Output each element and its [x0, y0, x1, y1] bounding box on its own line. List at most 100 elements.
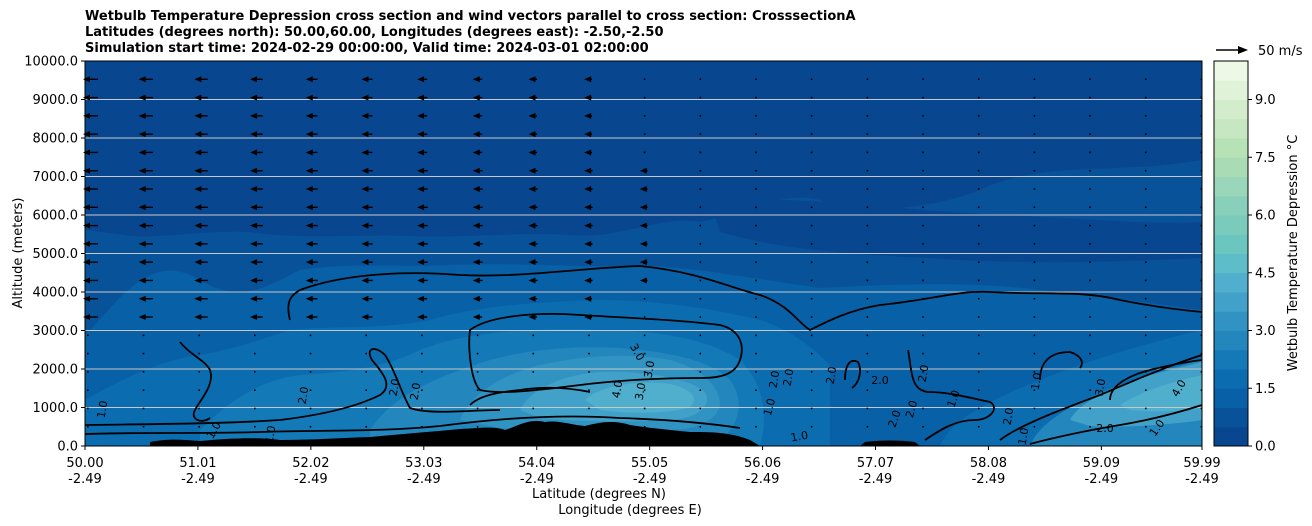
wind-vector-head: [194, 94, 202, 101]
wind-vector-head: [584, 76, 592, 83]
wind-vector-calm: [532, 425, 535, 428]
x-tick-label-lat: 52.02: [292, 456, 329, 471]
wind-vector-calm: [588, 389, 590, 391]
colorbar-tick-label: 6.0: [1255, 209, 1276, 224]
contour-lines: [85, 265, 1202, 445]
contour-label: 1.0: [945, 388, 963, 409]
wind-vector-calm: [755, 243, 757, 245]
wind-vector-calm: [1089, 133, 1091, 135]
wind-vector-head: [639, 204, 647, 211]
wind-vector-calm: [1144, 115, 1147, 117]
wind-vector-head: [250, 222, 258, 229]
contour-label: 2.0: [1001, 407, 1017, 426]
wind-vector-head: [194, 131, 202, 138]
wind-vector-calm: [755, 371, 757, 373]
wind-vector-calm: [1033, 389, 1036, 391]
wind-vector-calm: [1144, 96, 1147, 99]
wind-vector-calm: [1200, 407, 1203, 410]
colorbar-segment: [1214, 80, 1248, 100]
wind-vector-head: [639, 222, 647, 229]
wind-vector-calm: [1144, 243, 1147, 245]
wind-vector-calm: [532, 371, 535, 373]
wind-vector-head: [528, 259, 536, 266]
terrain: [150, 420, 760, 446]
wind-vector-calm: [922, 316, 924, 318]
wind-vector-calm: [588, 371, 590, 373]
wind-vector-calm: [699, 261, 702, 263]
wind-vector-head: [305, 186, 313, 193]
wind-vector-calm: [1144, 371, 1147, 373]
colorbar-segment: [1214, 388, 1248, 408]
wind-vector-calm: [810, 115, 813, 117]
wind-vector-calm: [643, 371, 646, 373]
wind-vector-head: [138, 94, 146, 101]
wind-vector-calm: [699, 352, 702, 355]
wind-vector-head: [305, 314, 313, 321]
wind-vector-calm: [922, 297, 924, 300]
wind-vector-calm: [977, 151, 980, 154]
wind-vector-head: [250, 314, 258, 321]
wind-vector-head: [417, 76, 425, 83]
wind-vector-calm: [866, 115, 869, 117]
wind-vector-calm: [866, 389, 869, 391]
wind-vector-head: [250, 149, 258, 156]
wind-vector-head: [83, 240, 90, 247]
wind-vector-calm: [142, 371, 145, 373]
wind-vector-calm: [1144, 389, 1147, 391]
wind-vector-calm: [699, 151, 702, 154]
wind-vector-head: [584, 149, 592, 156]
wind-vector-calm: [977, 352, 980, 355]
wind-vector-calm: [755, 352, 757, 355]
wind-vector-calm: [643, 352, 646, 355]
wind-vector-calm: [755, 188, 757, 190]
colorbar-segment: [1214, 215, 1248, 235]
wind-vector-calm: [1089, 188, 1091, 190]
wind-vector-head: [417, 314, 425, 321]
wind-vector-head: [528, 167, 536, 174]
colorbar-segment: [1214, 157, 1248, 177]
wind-vector-calm: [1144, 169, 1147, 172]
contour-label: 2.0: [296, 386, 312, 405]
wind-vector-calm: [977, 169, 980, 172]
wind-vector-head: [472, 204, 480, 211]
wind-vector-calm: [365, 352, 368, 355]
wind-vector-calm: [866, 243, 869, 245]
wind-vector-head: [305, 76, 313, 83]
wind-vector-head: [417, 259, 425, 266]
contour-line: [468, 313, 743, 393]
contour-line: [907, 349, 995, 441]
wind-vector-head: [472, 259, 480, 266]
wind-key-arrowhead: [1238, 46, 1248, 54]
wind-vector-calm: [922, 243, 924, 245]
wind-vector-calm: [1033, 352, 1036, 355]
x-tick-label-lat: 55.05: [631, 456, 668, 471]
title-line-3: Simulation start time: 2024-02-29 00:00:…: [85, 41, 649, 56]
wind-vector-calm: [1089, 316, 1091, 318]
wind-vector-calm: [365, 389, 368, 391]
wind-vector-calm: [699, 188, 702, 190]
wind-vector-head: [250, 240, 258, 247]
wind-vector-calm: [476, 425, 479, 428]
dry-pocket-c: [585, 382, 694, 413]
chart-title: Wetbulb Temperature Depression cross sec…: [85, 9, 856, 57]
wind-vector-head: [417, 149, 425, 156]
wind-vector-head: [83, 76, 90, 83]
wind-vector-calm: [977, 297, 980, 300]
x-tick-label-lon: -2.49: [294, 472, 328, 487]
wind-vector-calm: [922, 425, 924, 428]
x-tick-label-lon: -2.49: [1185, 472, 1219, 487]
wind-vector-calm: [866, 316, 869, 318]
wind-vector-calm: [755, 261, 757, 263]
wind-vector-calm: [643, 96, 646, 99]
colorbar-segment: [1214, 426, 1248, 447]
wind-vector-calm: [1089, 371, 1091, 373]
contour-line: [1029, 404, 1202, 445]
wind-vector-calm: [1089, 425, 1091, 428]
wind-vector-calm: [866, 188, 869, 190]
wind-vector-calm: [198, 334, 200, 337]
wind-vector-head: [361, 186, 369, 193]
colorbar-segment: [1214, 272, 1248, 293]
wind-vector-calm: [476, 371, 479, 373]
colorbar-tick-label: 1.5: [1255, 382, 1276, 397]
